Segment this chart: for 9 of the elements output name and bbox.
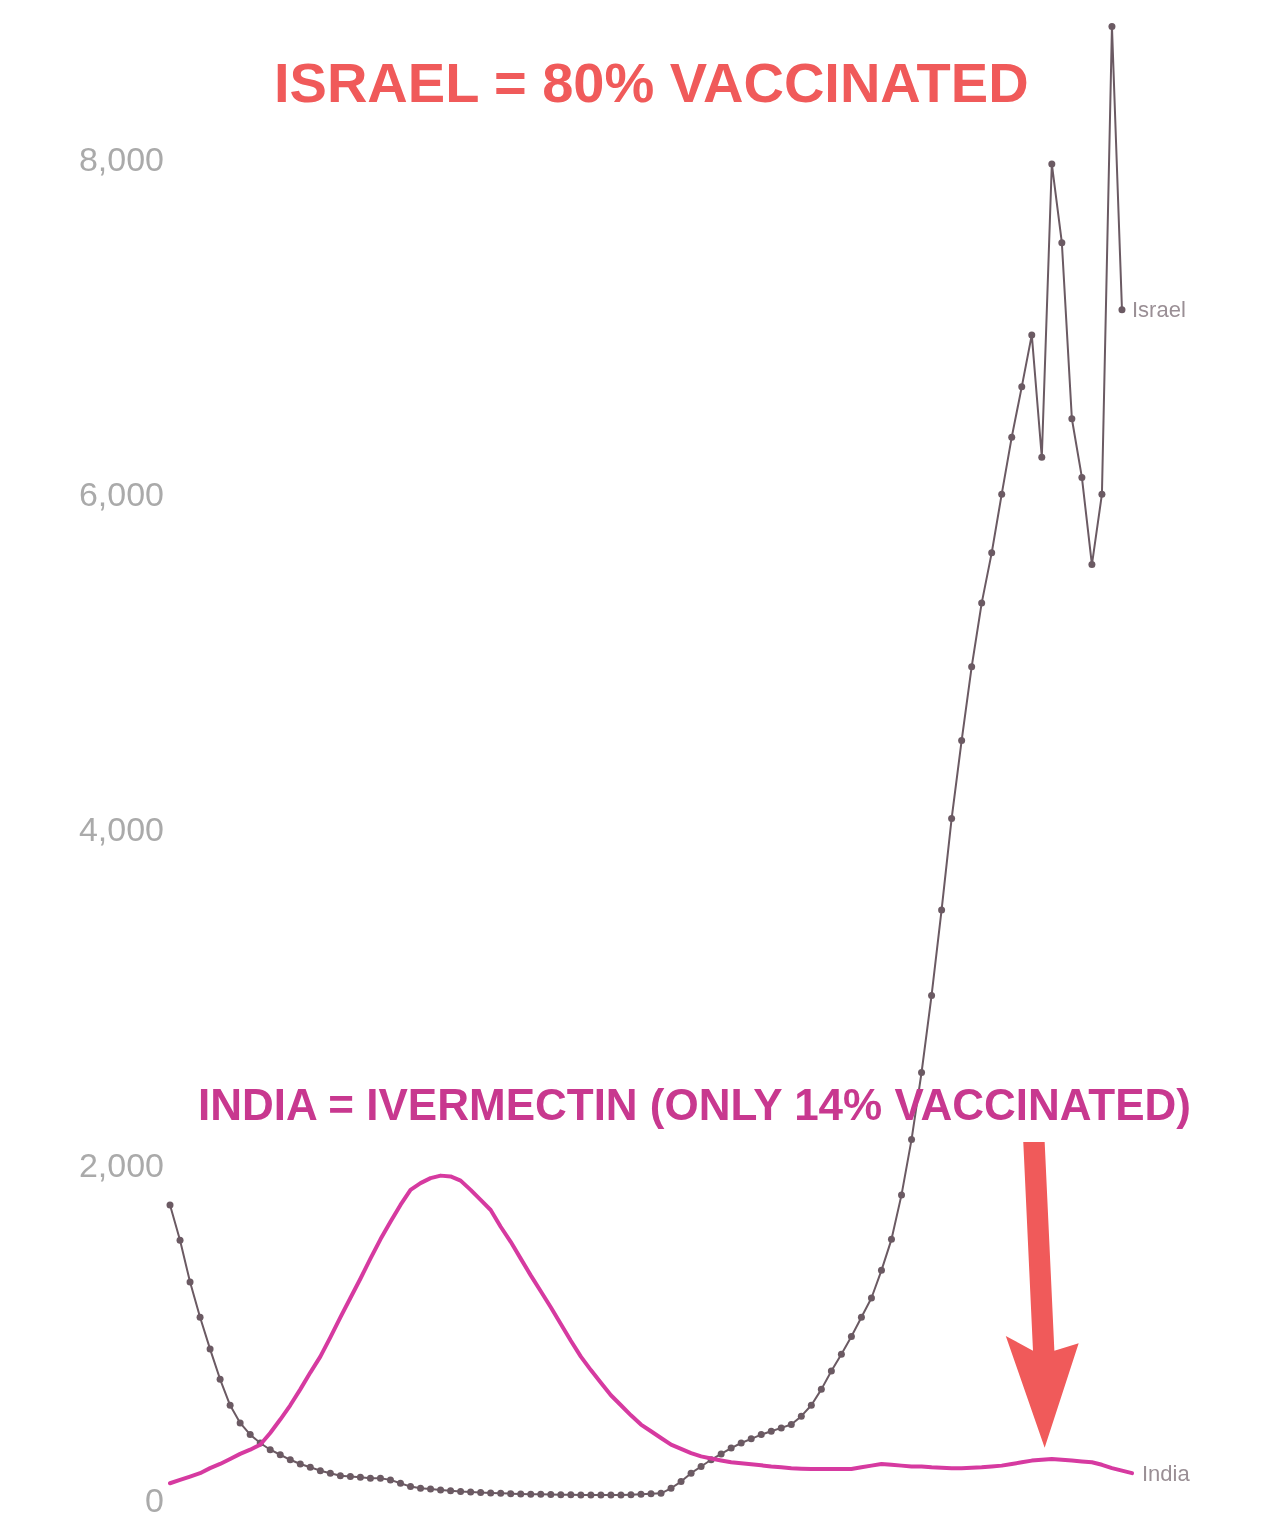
y-tick-label: 2,000 — [78, 1145, 164, 1184]
y-tick-label: 8,000 — [78, 139, 164, 178]
y-tick-label: 0 — [145, 1480, 164, 1519]
annotation: ISRAEL = 80% VACCINATED — [274, 51, 1029, 114]
series-label: India — [1142, 1461, 1191, 1486]
line-series — [168, 1173, 1134, 1486]
y-tick-label: 6,000 — [78, 475, 164, 514]
y-tick-label: 4,000 — [78, 810, 164, 849]
series-label: Israel — [1132, 297, 1186, 322]
